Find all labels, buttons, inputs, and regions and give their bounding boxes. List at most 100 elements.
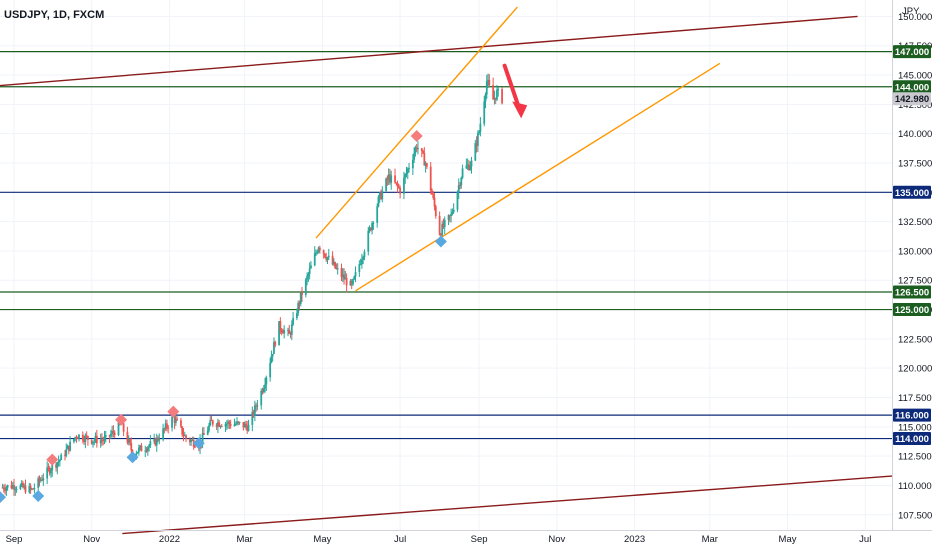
candle-body <box>33 487 36 490</box>
upper-long-trendline <box>0 15 858 87</box>
candle-body <box>386 178 389 180</box>
candle-body <box>19 485 22 489</box>
candle-body <box>237 421 240 423</box>
candle-body <box>343 274 345 280</box>
candle-body <box>288 329 291 334</box>
candle-body <box>340 268 343 278</box>
candle-body <box>233 424 236 426</box>
candle-body <box>363 251 366 258</box>
level-price-badge <box>893 303 931 317</box>
candle-body <box>279 321 282 330</box>
candle-body <box>227 421 229 424</box>
candle-body <box>273 341 275 354</box>
y-tick-label: 120.000 <box>898 364 932 375</box>
candle-body <box>425 163 428 167</box>
candle-body <box>334 262 337 269</box>
candle-body <box>51 464 54 471</box>
x-tick-label: Jul <box>394 534 406 545</box>
candle-body <box>280 329 283 333</box>
x-tick-label: Jul <box>859 534 871 545</box>
candle-body <box>48 467 51 474</box>
candle-body <box>108 435 111 437</box>
candle-body <box>494 97 497 100</box>
swing-low-marker <box>434 235 447 248</box>
swing-high-marker <box>410 130 423 143</box>
level-price-badge <box>893 285 931 299</box>
x-tick-label: May <box>779 534 797 545</box>
candle-body <box>394 175 396 183</box>
candle-body <box>493 97 496 100</box>
candle-body <box>327 255 330 258</box>
lower-long-trendline <box>122 475 893 535</box>
candle-body <box>395 182 398 184</box>
price-badges: 147.000 144.000 135.000 126.500 125.000 116.0… <box>893 45 931 446</box>
candle-body <box>67 445 70 451</box>
candle-body <box>371 223 373 231</box>
candle-body <box>57 461 60 463</box>
y-tick-label: 115.000 <box>898 422 932 433</box>
candle-body <box>411 159 414 169</box>
candle-body <box>441 223 444 236</box>
candle-body <box>201 433 204 444</box>
candle-body <box>219 426 222 428</box>
candle-body <box>20 483 23 486</box>
level-price-label: 116.000 <box>895 411 929 422</box>
candle-body <box>336 268 339 270</box>
candle-body <box>308 268 311 275</box>
candle-body <box>28 485 31 493</box>
candle-body <box>253 405 256 416</box>
arrow-head <box>512 101 528 119</box>
candle-body <box>153 439 156 442</box>
candle-body <box>176 419 179 421</box>
candle-body <box>378 192 381 197</box>
candle-body <box>307 274 310 277</box>
candle-body <box>167 427 170 429</box>
candle-body <box>496 89 498 100</box>
candle-body <box>101 439 103 441</box>
candle-body <box>127 439 130 443</box>
x-tick-label: Mar <box>702 534 718 545</box>
candle-body <box>220 426 223 428</box>
candle-body <box>256 405 259 407</box>
candle-body <box>171 416 173 428</box>
candle-body <box>99 439 102 444</box>
candle-body <box>332 262 335 265</box>
candle-body <box>316 252 319 254</box>
level-price-label: 114.000 <box>895 434 929 445</box>
candle-body <box>144 450 147 452</box>
candle-body <box>236 421 238 425</box>
candle-body <box>50 470 52 474</box>
candle-body <box>424 163 427 166</box>
candle-body <box>58 459 61 462</box>
candle-body <box>367 230 370 252</box>
y-tick-label: 140.000 <box>898 129 932 140</box>
candle-body <box>87 436 89 440</box>
candle-body <box>252 411 255 416</box>
y-tick-label: 122.500 <box>898 334 932 345</box>
candle-body <box>497 89 500 91</box>
candle-body <box>299 292 302 305</box>
level-price-label: 135.000 <box>895 188 929 199</box>
grid <box>0 0 892 530</box>
horizontal-levels <box>0 50 892 440</box>
candle-body <box>32 488 35 490</box>
candle-body <box>470 160 473 167</box>
candle-body <box>417 148 419 150</box>
candle-body <box>129 439 131 444</box>
candle-body <box>75 437 78 439</box>
candle-body <box>113 432 116 436</box>
candle-body <box>452 209 455 213</box>
candle-body <box>423 153 426 166</box>
candle-body <box>447 215 450 220</box>
candle-body <box>415 147 418 149</box>
candle-body <box>130 443 133 451</box>
candle-body <box>362 257 365 260</box>
candle-body <box>479 123 482 132</box>
candle-body <box>487 79 489 82</box>
level-price-label: 147.000 <box>895 47 929 58</box>
candle-body <box>317 247 320 253</box>
candle-body <box>111 431 114 435</box>
time-axis[interactable]: Sep Nov 2022 Mar May Jul Sep Nov 2023 Mar May Jul <box>6 534 872 545</box>
candle-body <box>46 467 49 479</box>
